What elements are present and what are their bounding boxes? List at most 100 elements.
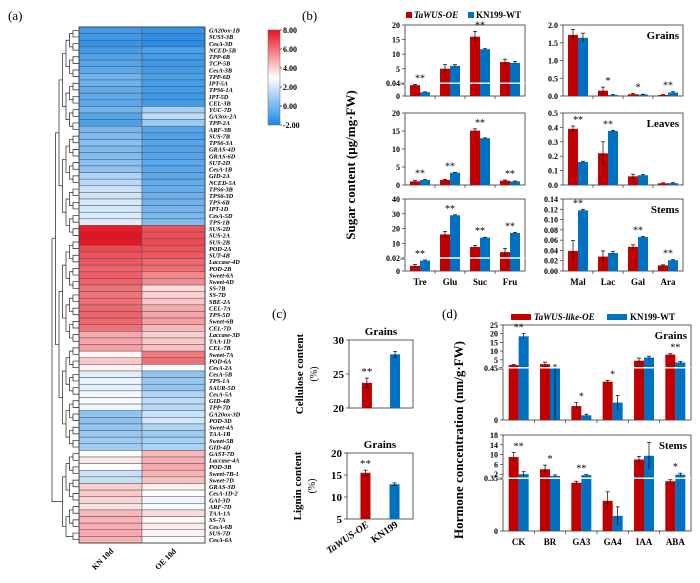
gene-label: GID-2A <box>209 173 230 180</box>
y-tick-label: 20 <box>331 448 343 460</box>
dendrogram-branch <box>72 426 79 435</box>
gene-label: SUS-7B <box>209 133 230 140</box>
gene-label: TPS-1B <box>209 219 230 226</box>
panel-label-c: (c) <box>272 306 286 321</box>
heatmap-cell <box>141 483 206 491</box>
heatmap-cell <box>78 33 143 41</box>
y-tick-label: 15 <box>392 127 400 136</box>
significance-label: ** <box>576 464 586 475</box>
significance-label: ** <box>633 226 643 237</box>
bar <box>638 175 648 185</box>
gene-label: Sweet-5B <box>209 438 234 445</box>
dendrogram-branch <box>72 188 79 197</box>
tissue-title: Stems <box>659 440 688 452</box>
heatmap-cell <box>141 165 206 173</box>
bar <box>568 34 578 96</box>
dendrogram-branch <box>72 69 79 77</box>
heatmap-cell <box>141 26 206 34</box>
dendrogram-branch <box>58 291 63 398</box>
heatmap-cell <box>141 278 206 286</box>
heatmap-cell <box>141 198 206 206</box>
heatmap-cell <box>141 344 206 352</box>
y-tick-label: 30 <box>392 210 400 219</box>
heatmap-cell <box>141 410 206 418</box>
heatmap-cell <box>78 198 143 206</box>
dendrogram-branch <box>69 350 73 365</box>
heatmap-cell <box>78 112 143 120</box>
bar <box>644 455 654 531</box>
heatmap-cell <box>141 271 206 279</box>
heatmap-cell <box>78 145 143 153</box>
bar <box>634 459 644 531</box>
y-tick-label: 2 <box>494 470 498 479</box>
heatmap-cell <box>78 476 143 484</box>
y-tick-label: 20 <box>490 330 498 339</box>
significance-label: ** <box>505 169 515 180</box>
legend-label-oe: TaWUS-like-OE <box>534 312 595 322</box>
gene-label: TPS6-3A <box>209 140 233 147</box>
heatmap-cell <box>78 258 143 266</box>
dendrogram-branch <box>72 281 79 289</box>
significance-label: ** <box>573 115 583 126</box>
dendrogram-branch <box>72 109 79 117</box>
gene-label: POD-2B <box>209 266 231 273</box>
sugar-chart-stems: 0.000.02 0.040.060.080.10 0.120.14 ** Mal Lac… <box>544 195 684 287</box>
dendrogram-branch <box>69 509 73 524</box>
heatmap-cell <box>78 86 143 94</box>
heatmap-cell <box>78 106 143 114</box>
dendrogram-branch <box>65 304 70 332</box>
gene-label: CesA-6B <box>209 524 232 531</box>
heatmap-cell <box>78 350 143 359</box>
heatmap-cell <box>78 39 143 48</box>
y-tick-label: 0.14 <box>544 195 558 204</box>
plot-frame <box>348 339 414 409</box>
y-tick-label: 0.08 <box>544 226 558 235</box>
tissue-title: Grains <box>647 30 680 42</box>
gene-label: SS-7B <box>209 286 225 293</box>
heatmap-cell <box>78 159 143 167</box>
heatmap-cell <box>78 53 143 61</box>
bar <box>668 183 678 185</box>
bar <box>410 85 420 96</box>
y-tick-label: 10 <box>392 50 400 59</box>
gene-label: CesA-1B <box>209 167 232 174</box>
bar <box>571 406 582 420</box>
gene-label: CesA-5D <box>209 213 233 220</box>
gene-label: SUS3-3B <box>209 34 233 41</box>
legend-swatch-wt <box>468 12 474 18</box>
heatmap-cell <box>141 251 206 259</box>
bar <box>450 172 460 185</box>
y-tick-label: 0.5 <box>548 74 558 83</box>
bar <box>628 176 638 185</box>
dendrogram-branch <box>62 158 66 213</box>
dendrogram-branch <box>62 53 66 107</box>
break-mark: ≈ <box>498 475 502 483</box>
gene-label: Sweet-7D <box>209 477 234 484</box>
gene-label: SS-7D <box>209 292 226 299</box>
y-tick-label: 15 <box>331 470 343 482</box>
category-label: GA4 <box>604 537 623 547</box>
gene-label: TAA-1B <box>209 431 230 438</box>
bar <box>628 94 638 96</box>
plot-frame <box>346 452 414 520</box>
heatmap-cell <box>78 370 143 378</box>
heatmap-cell <box>141 364 206 372</box>
dendrogram-branch <box>69 139 73 154</box>
gene-label: TCP-5B <box>209 61 230 68</box>
heatmap-cell <box>141 522 206 531</box>
y-tick-label: 10 <box>490 451 498 460</box>
gene-label: CesA-1D-2 <box>209 491 238 498</box>
heatmap-cell <box>141 469 206 478</box>
y-tick-label: 0.0 <box>548 181 558 190</box>
significance-label: ** <box>360 458 371 470</box>
dendrogram-branch <box>72 479 79 488</box>
bar <box>602 500 613 531</box>
heatmap-cell <box>78 344 143 352</box>
panel-label-b: (b) <box>302 8 317 23</box>
heatmap-cell <box>78 503 143 511</box>
significance-label: ** <box>475 118 485 129</box>
gene-label: POD-2A <box>209 246 231 253</box>
heatmap-cell <box>141 92 206 101</box>
heatmap-cell <box>78 66 143 74</box>
dendrogram-branch <box>72 228 79 236</box>
